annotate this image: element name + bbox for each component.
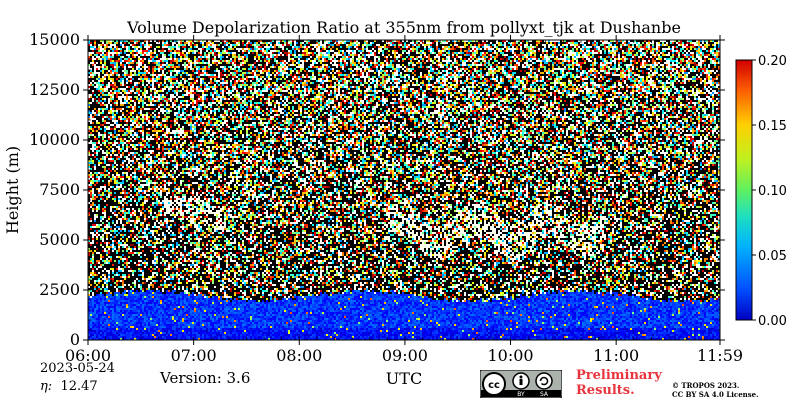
y-axis-label: Height (m) (3, 146, 22, 234)
y-tick-label: 12500 (29, 80, 80, 99)
colorbar-tick-label: 0.15 (758, 119, 787, 134)
colorbar-ticks: 0.00 0.05 0.10 0.15 0.20 (752, 54, 787, 329)
svg-text:cc: cc (488, 380, 500, 391)
eta-line: η: 12.47 (40, 379, 98, 394)
x-tick-label: 11:00 (593, 346, 639, 365)
x-axis-label: UTC (386, 369, 422, 388)
eta-value: 12.47 (60, 379, 98, 394)
x-tick-label: 08:00 (276, 346, 322, 365)
colorbar-tick-label: 0.10 (758, 184, 787, 199)
y-tick-label: 7500 (39, 180, 80, 199)
eta-symbol: η: (40, 379, 53, 394)
colorbar (735, 59, 753, 321)
cc-sa-text: SA (540, 391, 549, 398)
colorbar-tick-label: 0.00 (758, 314, 787, 329)
minor-ticks (87, 39, 720, 341)
colorbar-tick-label: 0.20 (758, 54, 787, 69)
y-tick-label: 15000 (29, 30, 80, 49)
version-label: Version: 3.6 (160, 369, 251, 387)
y-axis: 0 2500 5000 7500 10000 12500 15000 (29, 30, 725, 349)
y-tick-label: 2500 (39, 280, 80, 299)
copyright-label: © TROPOS 2023. CC BY SA 4.0 License. (672, 381, 759, 399)
y-tick-label: 5000 (39, 230, 80, 249)
cc-by-sa-icon: cc BY SA (480, 370, 562, 398)
x-tick-label: 07:00 (171, 346, 217, 365)
heatmap-plot (88, 40, 720, 340)
x-tick-label: 09:00 (382, 346, 428, 365)
y-tick-label: 10000 (29, 130, 80, 149)
x-tick-label: 10:00 (487, 346, 533, 365)
cc-by-text: BY (517, 391, 525, 398)
chart-title: Volume Depolarization Ratio at 355nm fro… (126, 18, 681, 37)
x-tick-label: 11:59 (697, 346, 743, 365)
date-label: 2023-05-24 (40, 361, 115, 376)
x-axis: 06:00 07:00 08:00 09:00 10:00 11:00 11:59 (65, 35, 743, 365)
preliminary-results-label: Preliminary Results. (576, 368, 662, 398)
x-tick-label: 06:00 (65, 346, 111, 365)
colorbar-tick-label: 0.05 (758, 249, 787, 264)
y-tick-label: 0 (70, 330, 80, 349)
